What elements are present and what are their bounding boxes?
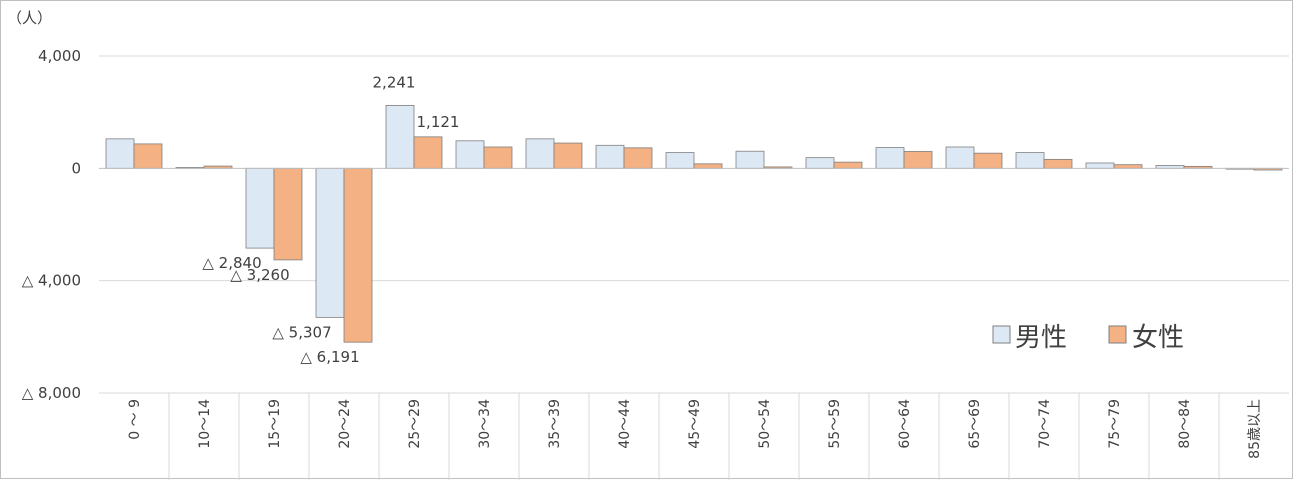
bar-female <box>133 143 163 169</box>
bar-male <box>455 140 485 169</box>
x-tick-label: 20～24 <box>337 399 353 449</box>
bar-female <box>833 161 863 169</box>
x-tick-label: 45～49 <box>687 399 703 449</box>
gridlines <box>99 55 1289 480</box>
legend-swatch-female <box>1108 325 1127 344</box>
x-tick-label: 35～39 <box>547 399 563 449</box>
y-tick-label: 4,000 <box>38 47 81 65</box>
x-tick-label: 25～29 <box>407 399 423 449</box>
x-tick-label: 10～14 <box>197 399 213 449</box>
bar-male <box>525 138 555 169</box>
data-labels: △ 2,840△ 3,260 △ 5,307 △ 6,191 2,241 1,121 <box>202 73 459 366</box>
bar-female <box>973 152 1003 169</box>
x-tick-label: 50～54 <box>757 399 773 449</box>
bar-female <box>343 167 373 343</box>
data-label: 2,241 <box>373 73 416 91</box>
data-label: △ 6,191 <box>300 348 359 366</box>
bar-female <box>553 142 583 169</box>
y-tick-label: △ 4,000 <box>22 272 81 290</box>
x-tick-label: 80～84 <box>1177 399 1193 449</box>
bar-male <box>665 152 695 169</box>
data-label: △ 3,260 <box>230 266 289 284</box>
axes: 4,000 0 △ 4,000 △ 8,000 0 ～ 9 10～14 15～19 20～24… <box>22 47 1289 459</box>
bar-male <box>595 144 625 169</box>
data-label: △ 5,307 <box>272 323 331 341</box>
x-tick-label: 30～34 <box>477 399 493 449</box>
legend-swatch-male <box>992 325 1011 344</box>
x-tick-label: 40～44 <box>617 399 633 449</box>
x-tick-label: 0 ～ 9 <box>127 399 143 440</box>
bar-female <box>693 163 723 169</box>
bar-male <box>385 104 415 169</box>
bar-male <box>875 147 905 169</box>
bar-male <box>945 146 975 169</box>
x-tick-label: 60～64 <box>897 399 913 449</box>
bar-female <box>623 147 653 169</box>
bar-male <box>105 138 135 169</box>
x-tick-label: 75～79 <box>1107 399 1123 449</box>
legend-label-female: 女性 <box>1132 323 1184 353</box>
x-tick-label: 70～74 <box>1037 399 1053 449</box>
legend-label-male: 男性 <box>1015 323 1067 353</box>
y-tick-label: 0 <box>71 159 81 177</box>
bar-male <box>315 167 345 318</box>
y-axis-label: （人） <box>7 9 52 27</box>
bar-male <box>805 157 835 169</box>
bar-male <box>735 150 765 169</box>
data-label: △ 2,840 <box>202 254 261 272</box>
bars <box>105 104 1283 343</box>
x-tick-label: 65～69 <box>967 399 983 449</box>
bar-female <box>273 167 303 261</box>
bar-female <box>483 146 513 169</box>
data-label: 1,121 <box>417 113 460 131</box>
bar-male <box>1015 152 1045 169</box>
bar-female <box>1043 158 1073 169</box>
x-tick-label: 85歳以上 <box>1247 399 1263 459</box>
y-tick-label: △ 8,000 <box>22 384 81 402</box>
bar-female <box>413 136 443 169</box>
bar-male <box>245 167 275 249</box>
bar-female <box>903 151 933 169</box>
legend: 男性 女性 <box>992 323 1184 353</box>
bar-male <box>1085 162 1115 169</box>
x-tick-label: 15～19 <box>267 399 283 449</box>
x-tick-label: 55～59 <box>827 399 843 449</box>
bar-female <box>1113 164 1143 169</box>
